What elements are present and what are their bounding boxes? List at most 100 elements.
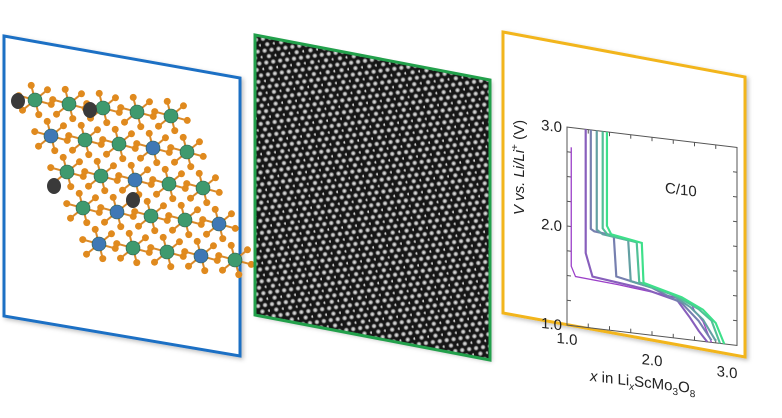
- oxygen-atom: [147, 244, 155, 252]
- x-axis-label: x in LixScMo3O8: [589, 368, 696, 401]
- oxygen-atom: [111, 94, 119, 102]
- oxygen-atom: [227, 241, 235, 249]
- oxygen-atom: [143, 166, 151, 174]
- oxygen-atom: [183, 116, 191, 124]
- oxygen-atom: [145, 98, 153, 106]
- metal-atom: [59, 164, 75, 180]
- oxygen-atom: [129, 93, 137, 101]
- oxygen-atom: [219, 235, 227, 243]
- x-tick-3: 3.0: [717, 363, 738, 382]
- oxygen-atom: [95, 89, 103, 97]
- oxygen-atom: [175, 238, 183, 246]
- oxygen-atom: [119, 186, 127, 194]
- discharge-curves: [570, 129, 726, 345]
- x-tick-2: 2.0: [642, 351, 663, 370]
- metal-atom: [143, 208, 159, 224]
- oxygen-atom: [127, 130, 135, 138]
- metal-atom: [77, 132, 93, 148]
- oxygen-atom: [143, 197, 151, 205]
- series-line-4: [595, 130, 717, 342]
- lithium-atom: [11, 93, 25, 109]
- metal-atom: [27, 92, 43, 108]
- oxygen-atom: [165, 212, 173, 220]
- oxygen-atom: [179, 102, 187, 110]
- structure-frame: [2, 34, 242, 358]
- oxygen-atom: [69, 115, 77, 123]
- oxygen-atom: [181, 248, 189, 256]
- oxygen-atom: [219, 266, 227, 274]
- oxygen-atom: [81, 168, 89, 176]
- metal-atom: [125, 240, 141, 256]
- micrograph-image: [255, 35, 490, 360]
- scandium-atom: [145, 140, 161, 156]
- oxygen-atom: [195, 169, 203, 177]
- chart-frame: [501, 30, 747, 359]
- oxygen-atom: [63, 200, 71, 208]
- metal-atom: [227, 252, 243, 268]
- oxygen-atom: [153, 159, 161, 167]
- oxygen-atom: [177, 170, 185, 178]
- oxygen-atom: [235, 271, 243, 279]
- oxygen-atom: [167, 263, 175, 271]
- oxygen-atom: [161, 165, 169, 173]
- oxygen-atom: [171, 127, 179, 135]
- oxygen-atom: [169, 226, 177, 234]
- scandium-atom: [211, 216, 227, 232]
- oxygen-atom: [193, 237, 201, 245]
- oxygen-atom: [101, 187, 109, 195]
- oxygen-atom: [127, 161, 135, 169]
- oxygen-atom: [67, 214, 75, 222]
- metal-atom: [163, 108, 179, 124]
- oxygen-atom: [35, 142, 43, 150]
- oxygen-atom: [119, 155, 127, 163]
- oxygen-atom: [117, 254, 125, 262]
- oxygen-atom: [101, 218, 109, 226]
- scandium-atom: [43, 128, 59, 144]
- oxygen-atom: [155, 122, 163, 130]
- oxygen-atom: [49, 96, 57, 104]
- structure-panel: [2, 34, 255, 358]
- oxygen-atom: [231, 224, 239, 232]
- oxygen-atom: [171, 158, 179, 166]
- oxygen-atom: [109, 193, 117, 201]
- metal-atom: [93, 168, 109, 184]
- micrograph-panel: [253, 33, 492, 362]
- oxygen-atom: [151, 108, 159, 116]
- oxygen-atom: [53, 110, 61, 118]
- oxygen-atom: [199, 216, 207, 224]
- oxygen-atom: [43, 117, 51, 125]
- series-line-6: [605, 131, 726, 345]
- oxygen-atom: [211, 174, 219, 182]
- lithium-atom: [126, 192, 140, 208]
- y-axis-label: V vs. Li/Li+ (V): [510, 120, 528, 215]
- oxygen-atom: [203, 230, 211, 238]
- y-tick-3: 3.0: [541, 117, 562, 136]
- scandium-atom: [193, 248, 209, 264]
- oxygen-atom: [83, 219, 91, 227]
- oxygen-atom: [83, 250, 91, 258]
- oxygen-atom: [151, 258, 159, 266]
- oxygen-atom: [85, 151, 93, 159]
- oxygen-atom: [183, 180, 191, 188]
- oxygen-atom: [51, 147, 59, 155]
- oxygen-atom: [99, 136, 107, 144]
- oxygen-atom: [137, 123, 145, 131]
- oxygen-atom: [113, 240, 121, 248]
- oxygen-atom: [61, 85, 69, 93]
- oxygen-atom: [193, 206, 201, 214]
- metal-atom: [177, 212, 193, 228]
- oxygen-atom: [93, 157, 101, 165]
- series-line-3: [589, 129, 713, 341]
- oxygen-atom: [203, 199, 211, 207]
- oxygen-atom: [151, 227, 159, 235]
- oxygen-atom: [31, 128, 39, 136]
- metal-atom: [195, 180, 211, 196]
- chart-panel: C/10 3.0 2.0 1.0 1.0 2.0 3.0 x in LixScM…: [501, 30, 747, 401]
- lithium-atom: [83, 102, 97, 118]
- oxygen-atom: [107, 230, 115, 238]
- oxygen-atom: [121, 118, 129, 126]
- oxygen-atom: [149, 176, 157, 184]
- oxygen-atom: [215, 252, 223, 260]
- oxygen-atom: [167, 144, 175, 152]
